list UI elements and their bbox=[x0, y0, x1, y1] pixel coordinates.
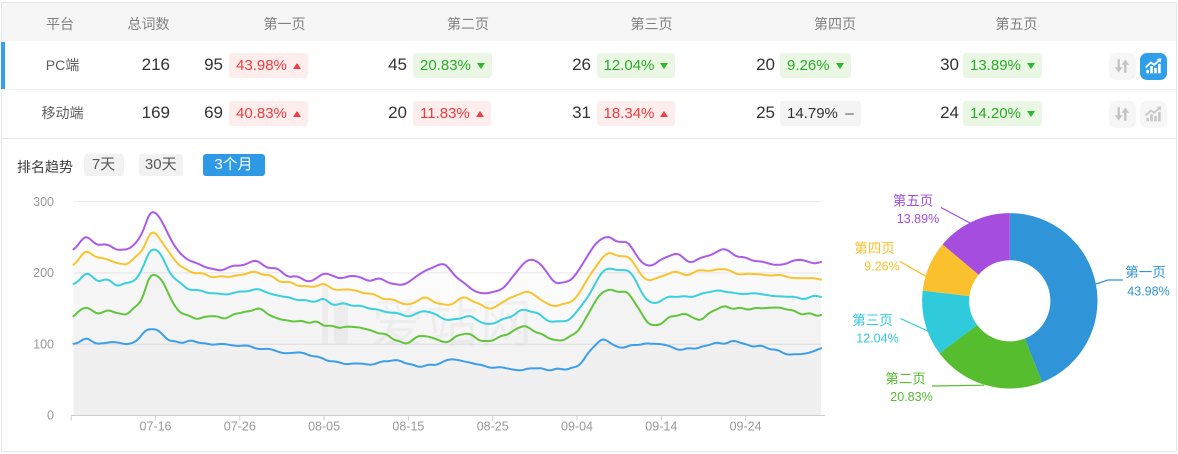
svg-text:9.26%: 9.26% bbox=[864, 260, 899, 274]
svg-text:300: 300 bbox=[33, 195, 54, 209]
svg-text:09-24: 09-24 bbox=[730, 420, 762, 434]
svg-text:43.98%: 43.98% bbox=[1127, 285, 1169, 299]
svg-text:第二页: 第二页 bbox=[885, 371, 926, 387]
svg-text:100: 100 bbox=[33, 337, 54, 351]
svg-text:20.83%: 20.83% bbox=[890, 390, 932, 404]
svg-text:0: 0 bbox=[47, 409, 54, 423]
svg-text:第四页: 第四页 bbox=[854, 240, 895, 256]
svg-text:13.89%: 13.89% bbox=[897, 212, 939, 226]
svg-text:08-25: 08-25 bbox=[477, 420, 509, 434]
svg-text:09-14: 09-14 bbox=[645, 420, 677, 434]
svg-text:07-26: 07-26 bbox=[224, 420, 256, 434]
svg-text:第一页: 第一页 bbox=[1125, 264, 1166, 280]
svg-text:200: 200 bbox=[33, 266, 54, 280]
svg-text:第三页: 第三页 bbox=[852, 312, 893, 328]
svg-text:07-16: 07-16 bbox=[140, 420, 172, 434]
svg-text:12.04%: 12.04% bbox=[856, 332, 898, 346]
svg-text:09-04: 09-04 bbox=[561, 420, 593, 434]
svg-text:08-15: 08-15 bbox=[392, 420, 424, 434]
svg-text:第五页: 第五页 bbox=[893, 193, 934, 209]
svg-text:08-05: 08-05 bbox=[308, 420, 340, 434]
